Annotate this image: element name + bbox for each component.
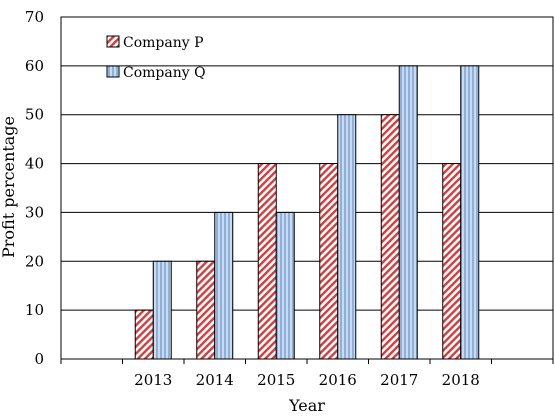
bar-company-q-2016 bbox=[337, 114, 357, 360]
legend-label-company-q: Company Q bbox=[123, 65, 206, 81]
bar-company-q-2018 bbox=[460, 65, 480, 360]
x-tick-label: 2017 bbox=[380, 371, 418, 389]
plot-frame bbox=[60, 16, 554, 360]
y-tick-label: 50 bbox=[25, 106, 44, 124]
x-tick-label: 2018 bbox=[442, 371, 480, 389]
axes bbox=[60, 16, 554, 364]
x-tick-label: 2016 bbox=[319, 371, 357, 389]
y-tick-label: 10 bbox=[25, 301, 44, 319]
bar-company-p-2014 bbox=[196, 260, 216, 360]
y-tick-label: 20 bbox=[25, 252, 44, 270]
bars bbox=[134, 65, 480, 360]
tick-labels: 0 10 20 30 40 50 60 70 2013 2014 2015 2016 2017 2018 bbox=[25, 8, 480, 389]
x-tick-label: 2013 bbox=[134, 371, 172, 389]
bar-company-p-2013 bbox=[134, 309, 154, 360]
x-tick-label: 2014 bbox=[196, 371, 234, 389]
y-tick-label: 60 bbox=[25, 57, 44, 75]
bar-company-q-2014 bbox=[214, 211, 234, 360]
x-axis-title: Year bbox=[288, 396, 325, 415]
legend-label-company-p: Company P bbox=[123, 35, 204, 51]
y-tick-label: 0 bbox=[34, 350, 44, 368]
legend-swatch-company-p bbox=[106, 35, 120, 48]
legend: Company P Company Q bbox=[106, 35, 206, 81]
legend-swatch-company-q bbox=[106, 65, 120, 78]
bar-company-p-2017 bbox=[380, 114, 400, 360]
bar-company-p-2018 bbox=[442, 163, 462, 360]
bar-company-q-2017 bbox=[398, 65, 418, 360]
bar-company-q-2015 bbox=[275, 211, 295, 360]
y-tick-label: 70 bbox=[25, 8, 44, 26]
y-tick-label: 40 bbox=[25, 155, 44, 173]
y-axis-title: Profit percentage bbox=[0, 116, 18, 258]
bar-company-p-2015 bbox=[257, 163, 277, 360]
y-tick-label: 30 bbox=[25, 203, 44, 221]
bar-company-p-2016 bbox=[319, 163, 339, 360]
bar-company-q-2013 bbox=[152, 260, 172, 360]
x-tick-label: 2015 bbox=[257, 371, 295, 389]
